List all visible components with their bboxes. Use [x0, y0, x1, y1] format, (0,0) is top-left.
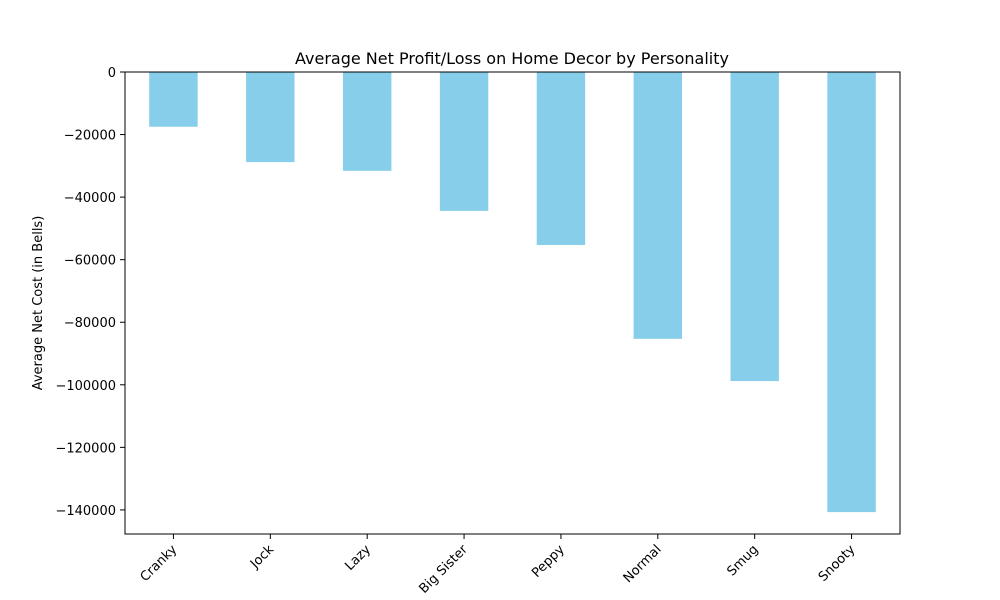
x-tick-label: Jock: [247, 542, 277, 572]
x-tick-label: Big Sister: [416, 542, 471, 597]
x-tick-label: Peppy: [529, 542, 568, 581]
plot-frame: [124, 71, 901, 535]
y-ticks-group: 0 −20000 −40000 −60000 −80000 −100000 −120000 −…: [55, 66, 125, 519]
bars-group: [149, 72, 876, 513]
bar-snooty: [827, 72, 876, 513]
x-tick-label: Smug: [724, 542, 761, 579]
bar-peppy: [536, 72, 586, 245]
y-tick-label: −100000: [55, 379, 116, 394]
bar-big-sister: [439, 72, 489, 211]
bar-smug: [730, 72, 779, 382]
chart-title: Average Net Profit/Loss on Home Decor by…: [295, 49, 729, 68]
bar-normal: [633, 72, 683, 339]
x-tick-label: Cranky: [138, 542, 181, 585]
y-tick-label: −40000: [64, 191, 116, 206]
x-tick-label: Normal: [621, 542, 665, 586]
y-tick-label: −60000: [64, 254, 116, 269]
y-tick-label: −140000: [55, 504, 116, 519]
bar-cranky: [149, 72, 198, 127]
y-tick-label: −20000: [64, 129, 116, 144]
bar-jock: [246, 72, 295, 163]
bar-lazy: [342, 72, 392, 171]
y-tick-label: 0: [108, 66, 116, 81]
y-tick-label: −120000: [55, 441, 116, 456]
x-tick-label: Lazy: [342, 542, 374, 574]
y-axis-label: Average Net Cost (in Bells): [31, 216, 46, 391]
x-tick-label: Snooty: [816, 542, 859, 585]
y-tick-label: −80000: [64, 316, 116, 331]
x-ticks-group: Cranky Jock Lazy Big Sister Peppy Normal Smug S…: [138, 534, 859, 597]
